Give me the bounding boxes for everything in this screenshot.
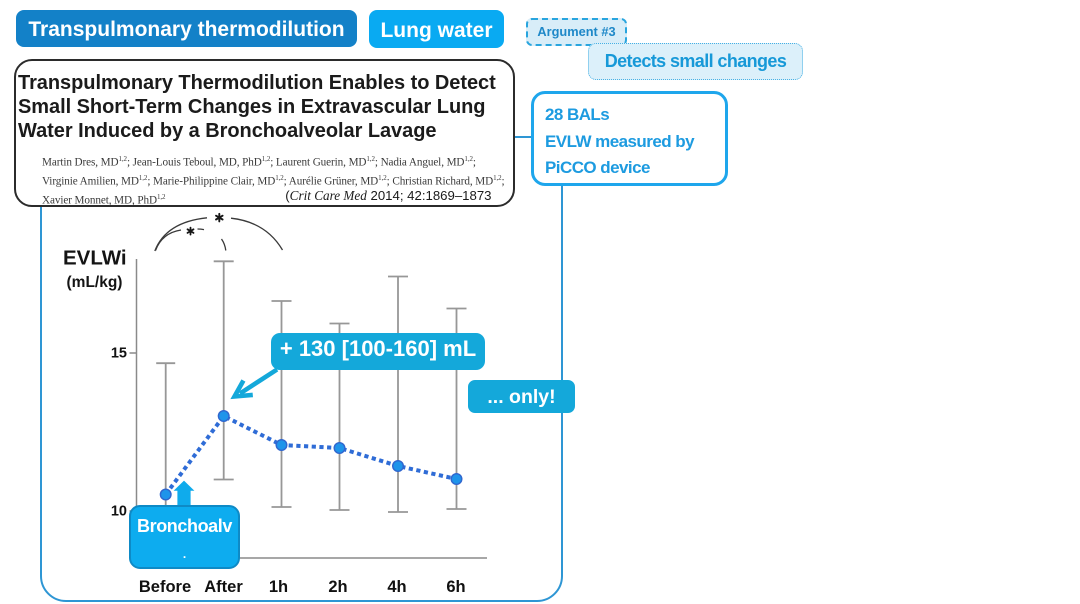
svg-text:(mL/kg): (mL/kg) [67, 274, 123, 291]
svg-text:1h: 1h [269, 578, 288, 596]
svg-text:EVLWi: EVLWi [63, 247, 127, 270]
svg-text:2h: 2h [328, 578, 347, 596]
svg-text:Before: Before [139, 578, 191, 596]
svg-text:After: After [204, 578, 243, 596]
svg-text:15: 15 [111, 346, 127, 362]
svg-text:10: 10 [111, 504, 127, 520]
svg-text:6h: 6h [446, 578, 465, 596]
svg-text:4h: 4h [387, 578, 406, 596]
